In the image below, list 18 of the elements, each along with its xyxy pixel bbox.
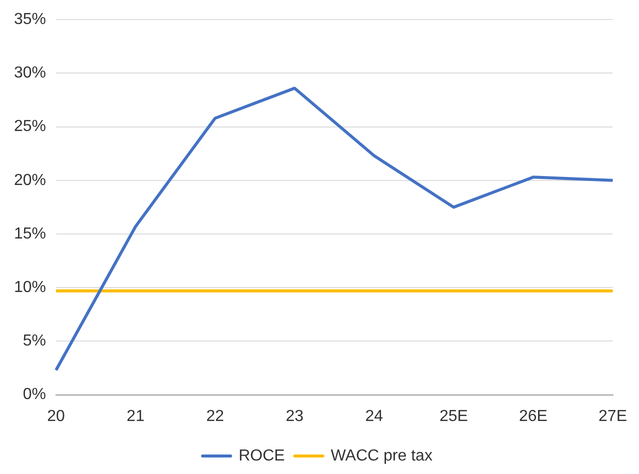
x-tick-label: 24 [365, 408, 384, 425]
x-tick-label: 22 [206, 408, 224, 425]
x-tick-label: 27E [598, 408, 627, 425]
x-tick-label: 26E [518, 408, 548, 425]
x-tick-label: 21 [126, 408, 145, 425]
y-tick-label: 30% [14, 64, 46, 82]
legend-label: WACC pre tax [330, 447, 432, 464]
x-tick-label: 23 [286, 408, 304, 425]
y-tick-label: 20% [14, 172, 46, 189]
x-tick-label: 20 [47, 408, 66, 425]
y-tick-label: 5% [22, 332, 46, 350]
y-tick-label: 25% [14, 118, 46, 136]
y-tick-label: 10% [14, 279, 46, 296]
x-tick-label: 25E [439, 408, 468, 425]
y-tick-label: 0% [22, 386, 46, 404]
legend-label: ROCE [238, 447, 285, 464]
y-tick-label: 15% [14, 225, 46, 242]
y-tick-label: 35% [14, 11, 46, 28]
